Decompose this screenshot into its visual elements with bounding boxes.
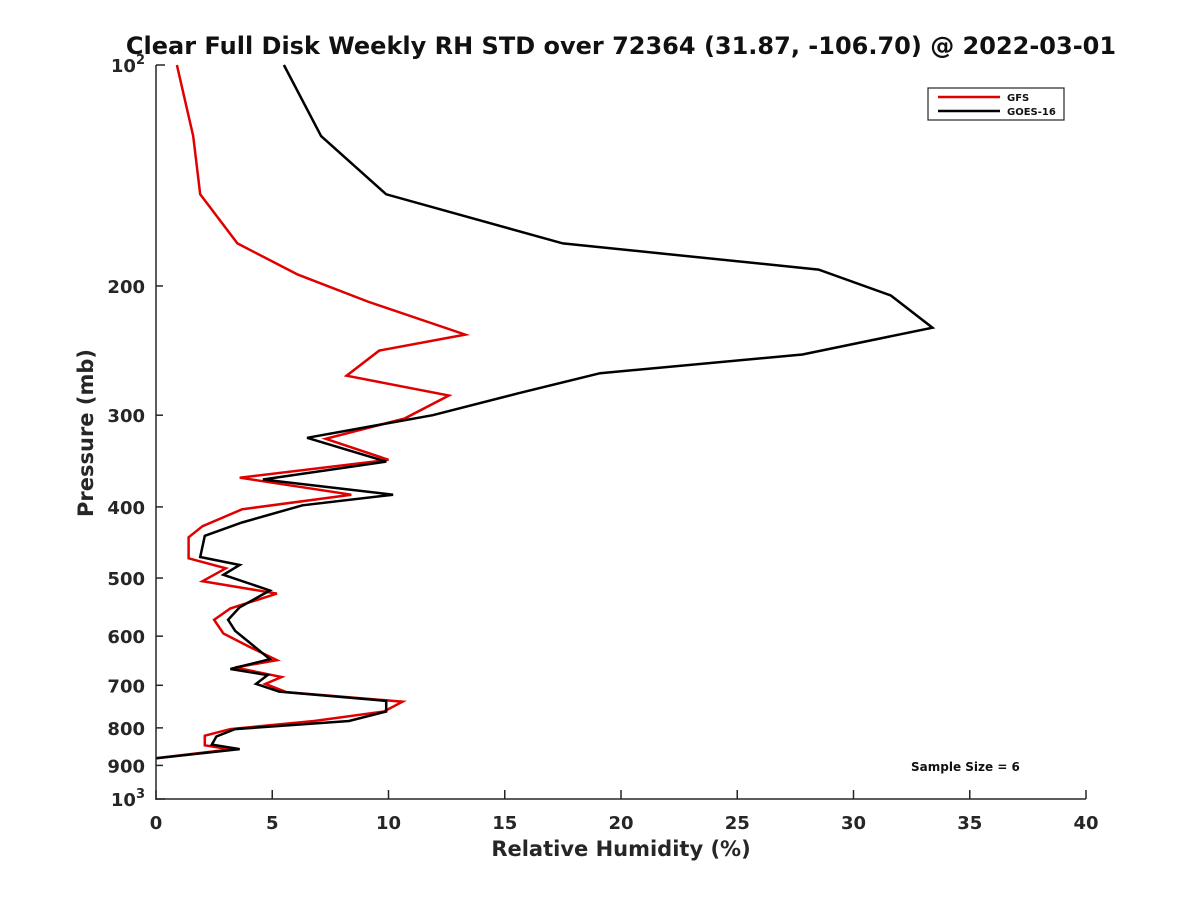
legend: GFS GOES-16	[927, 87, 1065, 121]
y-axis-label: Pressure (mb)	[74, 349, 98, 517]
x-tick-label: 20	[608, 813, 633, 834]
y-ticks: 102 200 300 400 500 600 700 800 900 103	[107, 53, 165, 811]
y-tick-label: 600	[107, 627, 145, 648]
series-layer	[155, 64, 936, 760]
x-tick-label: 25	[725, 813, 750, 834]
x-tick-label: 30	[841, 813, 866, 834]
y-tick-label: 102	[111, 53, 145, 77]
y-tick-label: 700	[107, 676, 145, 697]
x-tick-label: 35	[957, 813, 982, 834]
y-tick-label: 300	[107, 406, 145, 427]
y-tick-label: 800	[107, 719, 145, 740]
series-line-gfs	[155, 64, 471, 760]
x-tick-label: 15	[492, 813, 517, 834]
x-axis-label: Relative Humidity (%)	[491, 837, 750, 861]
y-tick-label: 200	[107, 277, 145, 298]
x-tick-label: 10	[376, 813, 401, 834]
x-tick-label: 40	[1073, 813, 1098, 834]
sample-size-annotation: Sample Size = 6	[911, 760, 1020, 774]
series-line-goes16	[155, 64, 936, 760]
x-ticks: 0 5 10 15 20 25 30 35 40	[150, 790, 1099, 834]
plot-background	[156, 65, 1086, 799]
legend-box	[927, 87, 1065, 121]
legend-label-goes16: GOES-16	[1007, 107, 1056, 118]
y-tick-label: 400	[107, 498, 145, 519]
y-tick-label: 103	[111, 787, 145, 811]
x-tick-label: 5	[266, 813, 279, 834]
x-tick-label: 0	[150, 813, 163, 834]
y-tick-label: 500	[107, 569, 145, 590]
chart-title: Clear Full Disk Weekly RH STD over 72364…	[126, 32, 1116, 60]
legend-label-gfs: GFS	[1007, 93, 1029, 104]
y-tick-label: 900	[107, 756, 145, 777]
